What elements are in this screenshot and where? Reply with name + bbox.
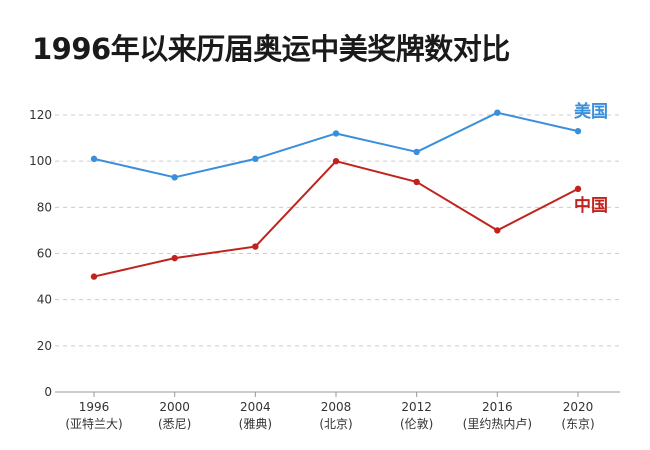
y-tick-label: 80 bbox=[37, 200, 52, 214]
data-point bbox=[494, 109, 501, 116]
data-point bbox=[574, 185, 582, 193]
data-point bbox=[171, 254, 178, 262]
y-tick-label: 40 bbox=[37, 293, 52, 307]
axis-layer: 0 20 40 60 80 100 120 1996 (亚特兰大) 2000 (悉尼) 2004 (雅典… bbox=[29, 108, 620, 431]
series-label: 中国 bbox=[574, 195, 608, 216]
data-point bbox=[413, 148, 420, 156]
series-layer bbox=[90, 109, 582, 280]
series-label: 美国 bbox=[574, 101, 608, 122]
x-tick-sublabel: (亚特兰大) bbox=[65, 416, 122, 431]
x-tick-label: 2012 bbox=[401, 400, 432, 414]
x-tick-sublabel: (北京) bbox=[319, 417, 352, 431]
x-tick-label: 2008 bbox=[321, 400, 352, 414]
data-point bbox=[90, 273, 98, 280]
x-tick-label: 2016 bbox=[482, 400, 513, 414]
y-tick-label: 60 bbox=[37, 247, 52, 261]
x-tick-sublabel: (雅典) bbox=[239, 416, 272, 431]
y-tick-label: 0 bbox=[44, 385, 52, 399]
y-tick-label: 20 bbox=[37, 339, 52, 353]
x-tick-sublabel: (里约热内卢) bbox=[463, 416, 532, 431]
x-tick-sublabel: (悉尼) bbox=[158, 417, 191, 431]
data-point bbox=[332, 157, 340, 165]
x-tick-label: 2004 bbox=[240, 400, 271, 414]
data-point bbox=[90, 155, 98, 163]
chart-title: 1996年以来历届奥运中美奖牌数对比 bbox=[32, 32, 510, 66]
data-point bbox=[574, 127, 582, 135]
data-point bbox=[494, 227, 501, 234]
data-point bbox=[171, 174, 178, 181]
grid-layer bbox=[55, 114, 620, 347]
data-point bbox=[413, 178, 420, 186]
x-tick-label: 2020 bbox=[563, 400, 594, 414]
series-line bbox=[93, 111, 579, 179]
x-tick-label: 2000 bbox=[159, 400, 190, 414]
y-tick-label: 120 bbox=[29, 108, 52, 122]
data-point bbox=[332, 130, 340, 137]
data-point bbox=[252, 155, 259, 163]
series-line bbox=[93, 160, 579, 278]
data-point bbox=[252, 243, 259, 250]
y-tick-label: 100 bbox=[29, 154, 52, 168]
x-tick-sublabel: (东京) bbox=[561, 417, 594, 431]
x-tick-label: 1996 bbox=[79, 400, 110, 414]
x-tick-sublabel: (伦敦) bbox=[400, 416, 433, 431]
